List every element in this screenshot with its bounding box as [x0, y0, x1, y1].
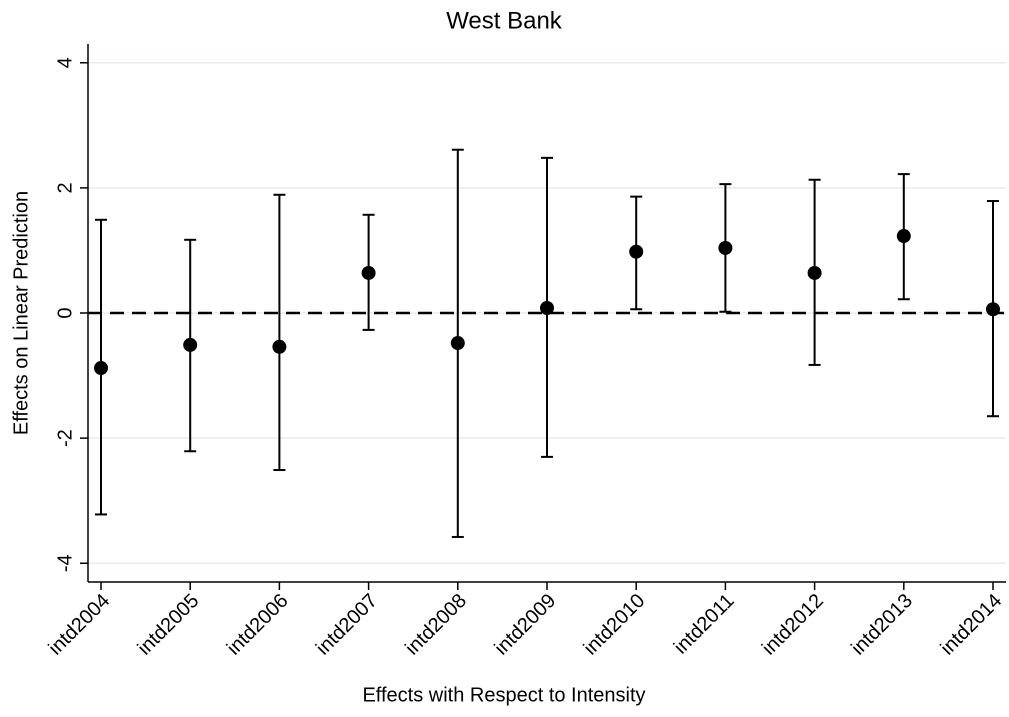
x-axis-title: Effects with Respect to Intensity: [362, 684, 645, 706]
y-tick-label: 4: [54, 57, 76, 68]
chart-title: West Bank: [446, 7, 563, 34]
x-tick-label: intd2010: [580, 590, 650, 660]
y-tick-label: -4: [54, 554, 76, 572]
point: [272, 339, 287, 354]
x-tick-label: intd2012: [758, 590, 828, 660]
y-tick-label: -2: [54, 429, 76, 447]
x-tick-label: intd2007: [312, 590, 382, 660]
y-tick-label: 0: [54, 307, 76, 318]
point: [94, 361, 108, 376]
x-tick-label: intd2014: [936, 590, 1006, 660]
x-tick-label: intd2009: [490, 590, 560, 660]
x-tick-label: intd2008: [401, 590, 471, 660]
point: [718, 240, 733, 255]
x-tick-label: intd2006: [223, 590, 293, 660]
x-tick-label: intd2013: [847, 590, 917, 660]
x-tick-label: intd2005: [134, 590, 204, 660]
point: [540, 300, 554, 315]
x-tick-label: intd2011: [670, 590, 739, 659]
point: [896, 229, 911, 244]
point: [450, 336, 465, 351]
y-axis-title: Effects on Linear Prediction: [10, 191, 32, 435]
point: [183, 337, 198, 352]
point: [629, 244, 644, 259]
y-tick-label: 2: [54, 182, 76, 193]
point: [807, 265, 822, 280]
point: [361, 265, 376, 280]
point: [986, 302, 1000, 317]
x-tick-label: intd2004: [44, 590, 114, 660]
